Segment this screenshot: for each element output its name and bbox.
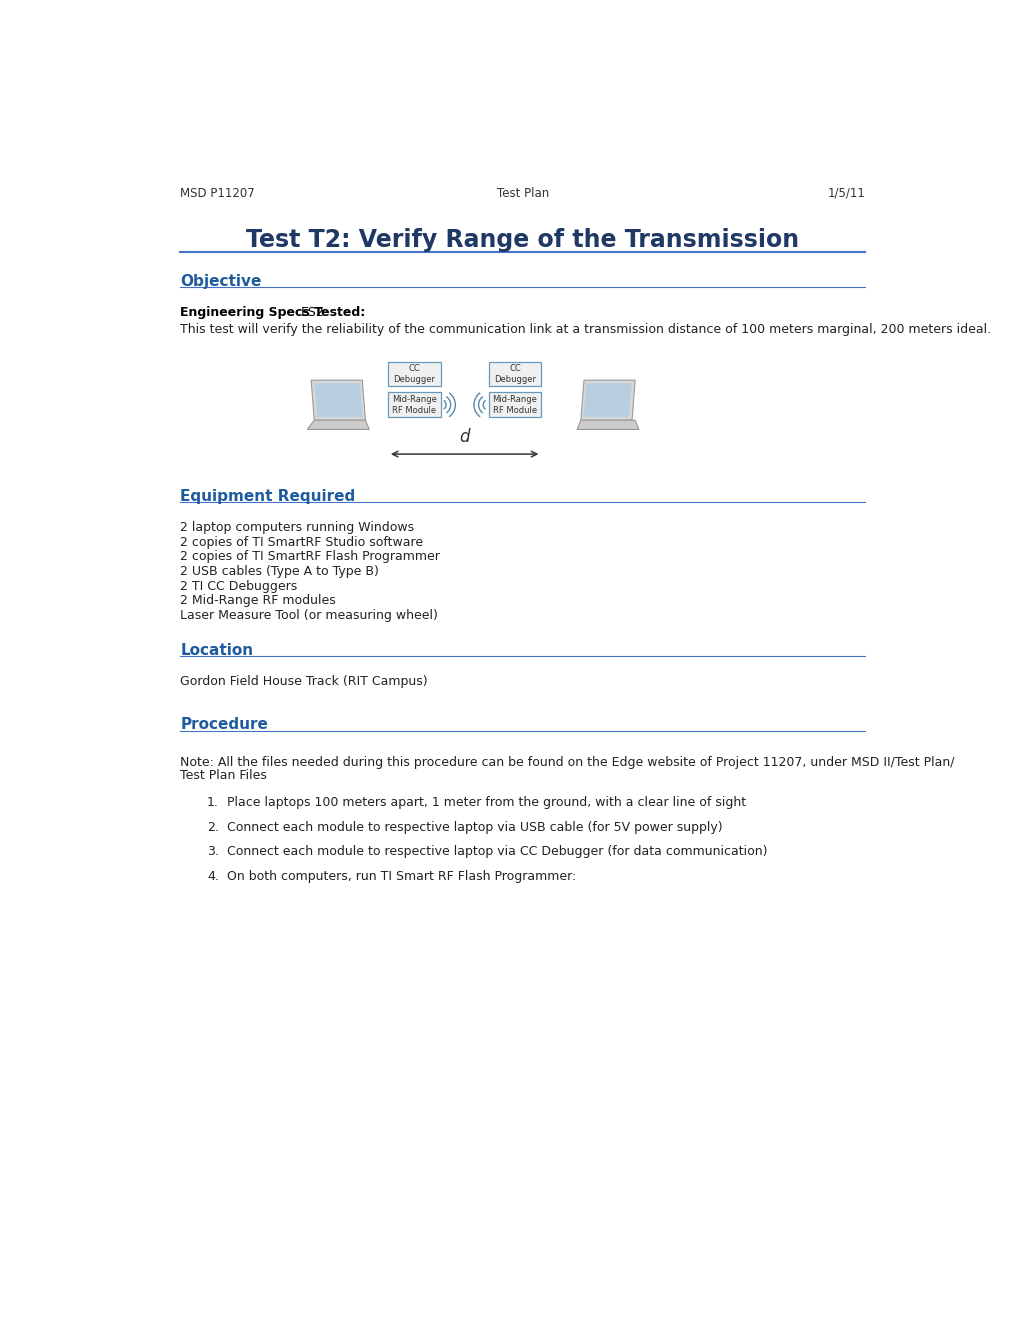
Text: 1.: 1. — [207, 796, 219, 809]
Text: Mid-Range
RF Module: Mid-Range RF Module — [492, 395, 537, 414]
Text: This test will verify the reliability of the communication link at a transmissio: This test will verify the reliability of… — [180, 323, 990, 337]
Text: On both computers, run TI Smart RF Flash Programmer:: On both computers, run TI Smart RF Flash… — [226, 870, 576, 883]
Text: 2 Mid-Range RF modules: 2 Mid-Range RF modules — [180, 594, 335, 607]
Text: d: d — [459, 429, 470, 446]
Text: ES2: ES2 — [300, 306, 324, 319]
Text: Procedure: Procedure — [180, 718, 268, 733]
Text: 2 laptop computers running Windows: 2 laptop computers running Windows — [180, 521, 414, 535]
Text: Laser Measure Tool (or measuring wheel): Laser Measure Tool (or measuring wheel) — [180, 609, 437, 622]
Text: Test Plan Files: Test Plan Files — [180, 770, 267, 781]
Text: 2.: 2. — [207, 821, 219, 834]
Text: Test T2: Verify Range of the Transmission: Test T2: Verify Range of the Transmissio… — [246, 227, 799, 252]
FancyBboxPatch shape — [387, 362, 440, 387]
Polygon shape — [307, 420, 369, 429]
Text: MSD P11207: MSD P11207 — [180, 187, 255, 199]
Text: Objective: Objective — [180, 275, 261, 289]
FancyBboxPatch shape — [488, 392, 541, 417]
Text: Place laptops 100 meters apart, 1 meter from the ground, with a clear line of si: Place laptops 100 meters apart, 1 meter … — [226, 796, 745, 809]
Polygon shape — [583, 383, 632, 417]
Text: 3.: 3. — [207, 845, 219, 858]
Text: CC
Debugger: CC Debugger — [493, 364, 535, 384]
Text: Engineering Specs Tested:: Engineering Specs Tested: — [180, 306, 365, 319]
Text: 2 USB cables (Type A to Type B): 2 USB cables (Type A to Type B) — [180, 565, 379, 578]
Text: Test Plan: Test Plan — [496, 187, 548, 199]
Polygon shape — [314, 383, 363, 417]
Text: Gordon Field House Track (RIT Campus): Gordon Field House Track (RIT Campus) — [180, 675, 427, 688]
FancyBboxPatch shape — [488, 362, 541, 387]
Polygon shape — [577, 420, 638, 429]
Text: 1/5/11: 1/5/11 — [826, 187, 864, 199]
Text: CC
Debugger: CC Debugger — [393, 364, 435, 384]
Text: Equipment Required: Equipment Required — [180, 488, 355, 504]
Text: 2 copies of TI SmartRF Studio software: 2 copies of TI SmartRF Studio software — [180, 536, 423, 549]
Text: Location: Location — [180, 643, 253, 657]
Text: Note: All the files needed during this procedure can be found on the Edge websit: Note: All the files needed during this p… — [180, 756, 954, 770]
Text: Connect each module to respective laptop via CC Debugger (for data communication: Connect each module to respective laptop… — [226, 845, 766, 858]
FancyBboxPatch shape — [387, 392, 440, 417]
Text: 2 copies of TI SmartRF Flash Programmer: 2 copies of TI SmartRF Flash Programmer — [180, 550, 439, 564]
Text: Mid-Range
RF Module: Mid-Range RF Module — [391, 395, 436, 414]
Text: Connect each module to respective laptop via USB cable (for 5V power supply): Connect each module to respective laptop… — [226, 821, 721, 834]
Text: 2 TI CC Debuggers: 2 TI CC Debuggers — [180, 579, 298, 593]
Polygon shape — [580, 380, 635, 420]
Text: 4.: 4. — [207, 870, 219, 883]
Polygon shape — [311, 380, 365, 420]
